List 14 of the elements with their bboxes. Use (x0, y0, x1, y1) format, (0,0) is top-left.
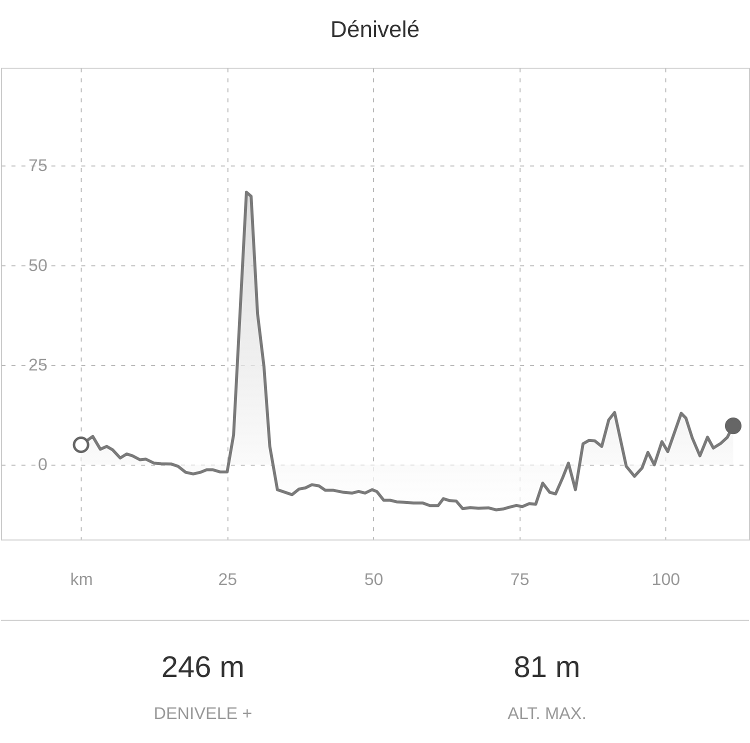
x-tick-label: km (70, 570, 93, 589)
text: DENIVELE + (154, 704, 252, 724)
x-tick-label: 25 (218, 570, 238, 589)
x-tick-label: 50 (364, 570, 384, 589)
x-tick-label: 100 (652, 570, 680, 589)
text: 246 m (161, 651, 245, 684)
chart-title: Dénivelé (330, 16, 420, 42)
y-tick-label: 25 (28, 356, 48, 375)
text: 81 m (514, 651, 580, 684)
text: ALT. MAX. (508, 704, 586, 724)
y-tick-label: 0 (38, 455, 48, 474)
x-tick-label: 75 (510, 570, 530, 589)
y-tick-label: 50 (28, 256, 48, 275)
y-tick-label: 75 (28, 156, 48, 176)
